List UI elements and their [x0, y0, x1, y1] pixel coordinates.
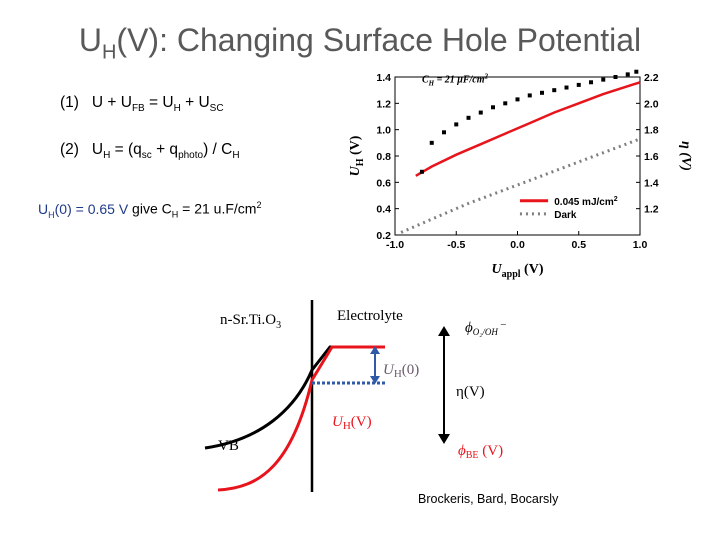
semiconductor-label: n-Sr.Ti.O3 [220, 312, 281, 331]
equation-2: (2) UH = (qsc + qphoto) / CH [60, 141, 240, 162]
series-line-dark [400, 137, 641, 234]
page-title: UH(V): Changing Surface Hole Potential [78, 22, 642, 64]
vb-label: VB [218, 438, 239, 454]
y2-tick-label: 2.2 [644, 72, 659, 84]
y2-tick-label: 1.4 [644, 177, 659, 189]
uhv-label: UH(V) [332, 414, 372, 432]
illuminated-band-curve [217, 345, 385, 492]
x-tick-label: 0.5 [571, 239, 586, 251]
data-point-marker [515, 97, 520, 102]
y2-tick-label: 1.6 [644, 151, 659, 163]
band-diagram: n-Sr.Ti.O3 Electrolyte UH(0) UH(V) η(V) … [204, 300, 507, 492]
data-point-marker [466, 115, 471, 120]
uh0-arrow-head-down [370, 376, 380, 384]
y-axis-label: UH (V) [348, 135, 366, 176]
data-point-marker [419, 169, 424, 174]
x-tick-label: 1.0 [633, 239, 648, 251]
chart-annotation: CH = 21 μF/cm2 [422, 72, 489, 87]
y2-axis-label: η (V) [678, 141, 693, 171]
eta-label: η(V) [456, 384, 485, 400]
y-tick-label: 0.8 [376, 151, 391, 163]
y-tick-label: 0.6 [376, 177, 391, 189]
data-point-marker [429, 140, 434, 145]
series-line-illuminated [415, 81, 641, 177]
dark-band-curve [204, 345, 385, 450]
y-tick-label: 1.4 [376, 72, 391, 84]
uh-vs-uappl-chart: -1.0 -0.5 0.0 0.5 1.0 0.2 0.4 0.6 0.8 1.0 1.2 1.4 1.… [348, 69, 693, 280]
y-tick-label: 0.4 [376, 204, 391, 216]
uh0-arrow-head-up [370, 346, 380, 354]
y-tick-label: 1.2 [376, 98, 391, 110]
x-tick-label: 0.0 [510, 239, 525, 251]
data-point-marker [613, 75, 618, 79]
legend-label: 0.045 mJ/cm2 [554, 196, 618, 208]
data-point-marker [589, 80, 593, 85]
x-axis-label: Uappl (V) [492, 262, 544, 280]
y-tick-label: 1.0 [376, 125, 391, 137]
data-point-marker [454, 122, 459, 127]
data-point-marker [478, 110, 483, 115]
data-point-marker [552, 88, 557, 93]
data-point-marker [576, 82, 581, 87]
credit-text: Brockeris, Bard, Bocarsly [418, 492, 559, 506]
y-tick-label: 0.2 [376, 230, 391, 242]
electrolyte-label: Electrolyte [337, 308, 403, 324]
eta-arrow-head-down [438, 434, 450, 444]
uh0-label: UH(0) [383, 362, 419, 380]
y2-tick-label: 2.0 [644, 98, 659, 110]
data-point-marker [540, 90, 544, 95]
equation-1: (1) U + UFB = UH + USC [60, 94, 224, 115]
y2-tick-label: 1.8 [644, 125, 659, 137]
y2-tick-label: 1.2 [644, 204, 659, 216]
data-point-marker [634, 69, 639, 74]
data-point-marker [564, 85, 569, 90]
eta-arrow-head-up [438, 326, 450, 336]
phi-be-label: ϕBE (V) [458, 443, 503, 461]
x-tick-label: -1.0 [386, 239, 404, 251]
data-point-marker [625, 72, 630, 77]
data-point-marker [503, 101, 508, 106]
x-tick-label: -0.5 [447, 239, 465, 251]
data-point-marker [601, 77, 606, 82]
legend-label: Dark [554, 210, 577, 221]
capacitance-note: UH(0) = 0.65 V give CH = 21 u.F/cm2 [38, 200, 262, 220]
data-point-marker [491, 105, 495, 110]
data-point-marker [442, 130, 446, 135]
phi-o2-label: ϕO₂/OH– [465, 319, 507, 337]
data-point-marker [527, 93, 532, 98]
